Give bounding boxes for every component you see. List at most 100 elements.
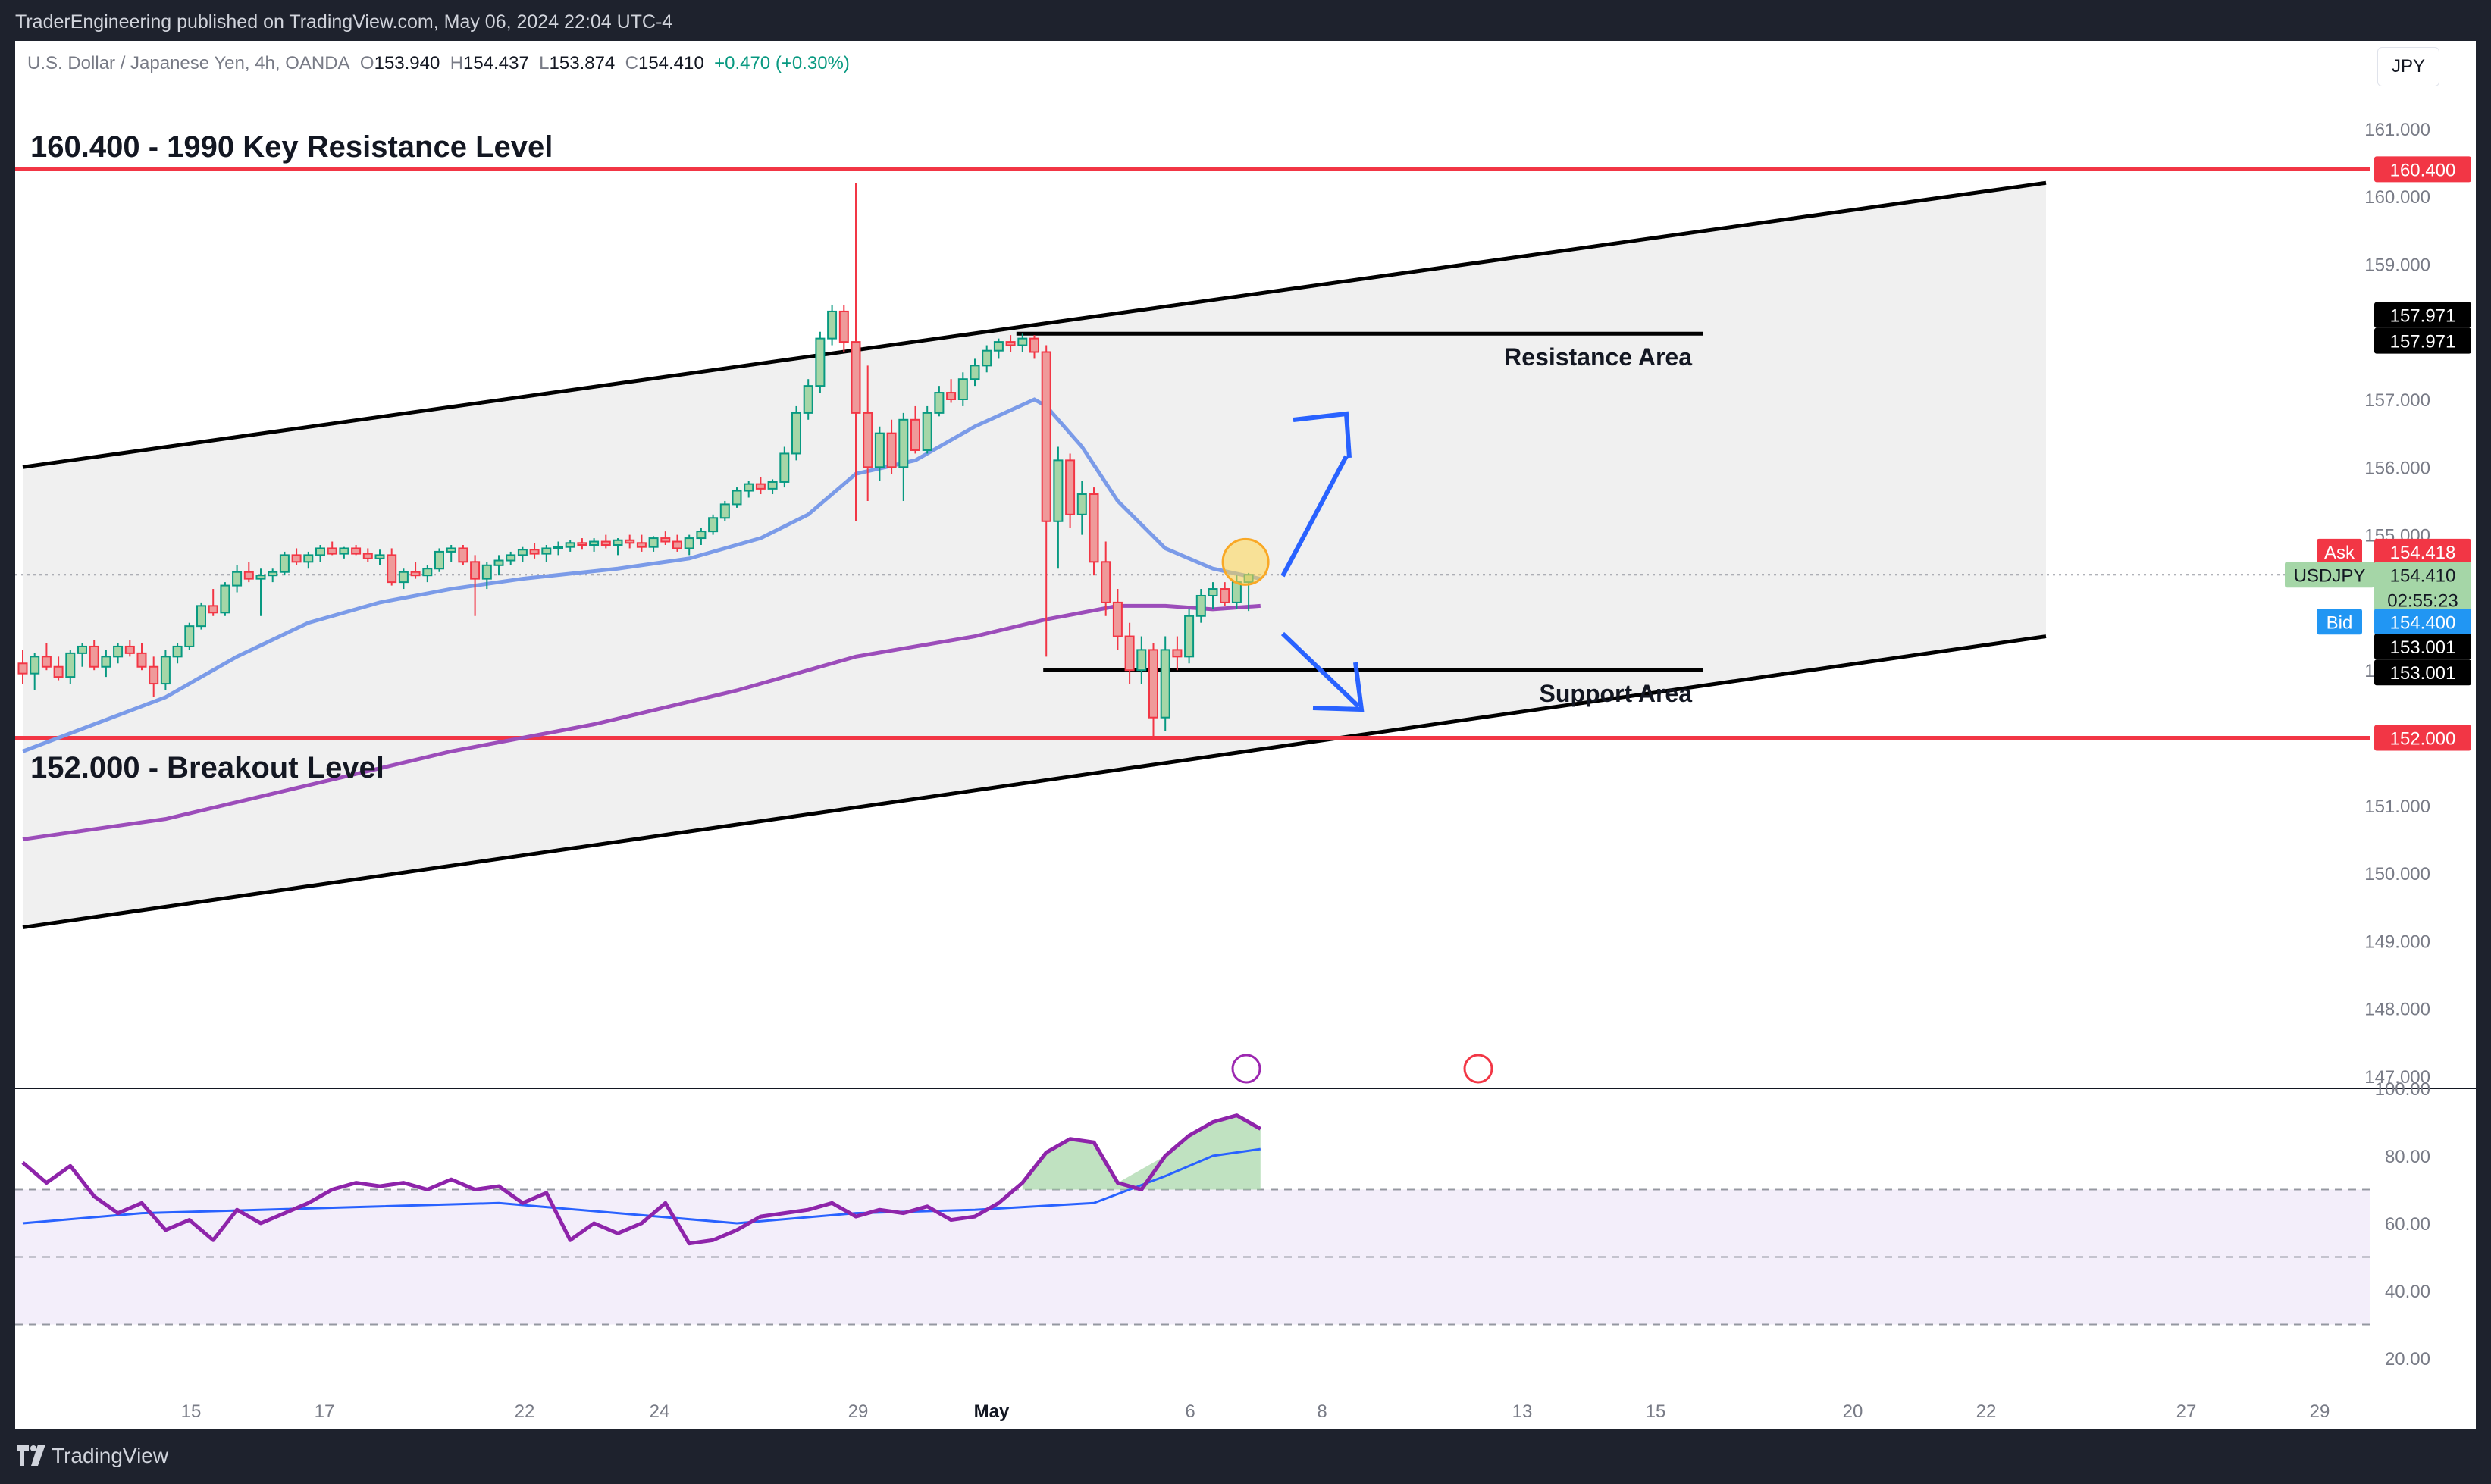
candle-body (101, 656, 111, 668)
range-low-tag-1-bg (2374, 634, 2471, 660)
range-low-tag-1[interactable]: 153.001 (2374, 634, 2471, 660)
price-tick-label: 159.000 (2364, 255, 2430, 275)
rsi-tick-label: 40.00 (2385, 1282, 2430, 1302)
candle (315, 544, 325, 562)
range-low-tag-2[interactable]: 153.001 (2374, 659, 2471, 686)
candle (481, 562, 492, 590)
resistance-area-label: Resistance Area (1504, 343, 1692, 371)
candle-body (874, 432, 885, 468)
symbol-tag-bg (2285, 562, 2374, 588)
candle (529, 543, 540, 559)
ask-price-tag[interactable]: 154.418 (2374, 538, 2471, 565)
candle-body (732, 490, 742, 506)
chart-canvas[interactable]: 160.400 - 1990 Key Resistance Level 152.0… (15, 41, 2476, 1429)
candle-body (481, 564, 492, 580)
candle-body (268, 571, 278, 577)
candle-body (113, 645, 124, 658)
bid-price-tag-bg (2374, 609, 2471, 635)
rsi-ma-line (22, 1147, 1261, 1225)
ask-price-tag-bg (2374, 538, 2471, 565)
range-high-tag-2[interactable]: 157.971 (2374, 327, 2471, 354)
legend-open: 153.940 (374, 53, 440, 74)
candle-body (565, 542, 575, 548)
legend-symbol: U.S. Dollar / Japanese Yen, 4h, OANDA (27, 53, 350, 74)
earnings-event-icon[interactable] (1231, 1054, 1261, 1084)
bid-label-tag-text: Bid (2326, 612, 2353, 633)
range-high-tag-1[interactable]: 157.971 (2374, 302, 2471, 328)
last-price-tag-bg (2374, 562, 2471, 614)
symbol-tag[interactable]: USDJPY (2285, 562, 2374, 588)
legend-close: 154.410 (638, 53, 704, 74)
time-tick-label: May (974, 1401, 1010, 1422)
candle-body (434, 550, 444, 570)
candle (196, 602, 206, 630)
bid-price-tag[interactable]: 154.400 (2374, 609, 2471, 635)
candle-body (696, 531, 707, 540)
tradingview-logo-icon (17, 1445, 45, 1466)
ask-label-tag[interactable]: Ask (2317, 538, 2362, 565)
candle-body (303, 554, 314, 563)
candle-body (1160, 649, 1170, 719)
candle-body (1112, 601, 1123, 637)
candle-body (589, 540, 600, 546)
bid-label-tag[interactable]: Bid (2317, 609, 2362, 635)
last-price-tag[interactable]: 154.410 02:55:23 (2374, 562, 2471, 614)
candle (243, 562, 254, 583)
candle-body (625, 539, 635, 544)
candle-body (982, 349, 992, 367)
time-tick-label: 27 (2176, 1401, 2197, 1422)
rsi-line (21, 1113, 1262, 1246)
range-high-tag-2-text: 157.971 (2390, 332, 2456, 352)
candle-body (517, 549, 528, 556)
candle-body (1231, 581, 1242, 603)
time-tick-label: 29 (848, 1401, 869, 1422)
resistance-price-tag-bg (2374, 156, 2471, 183)
ask-price-tag-text: 154.418 (2390, 543, 2456, 563)
candle-body (863, 412, 873, 468)
range-low-tag-1-text: 153.001 (2390, 637, 2456, 658)
candle-body (315, 547, 325, 556)
key-resistance-label: 160.400 - 1990 Key Resistance Level (30, 130, 553, 164)
candle-body (957, 378, 968, 400)
rsi-tick-label: 60.00 (2385, 1214, 2430, 1235)
resistance-price-tag[interactable]: 160.400 (2374, 156, 2471, 183)
candle (541, 544, 552, 562)
candle (577, 538, 588, 550)
candle (255, 568, 266, 616)
candle-body (172, 645, 183, 658)
range-low-tag-2-text: 153.001 (2390, 663, 2456, 684)
candle (910, 405, 920, 454)
candle-body (184, 625, 195, 647)
candle-body (243, 571, 254, 580)
ask-label-tag-bg (2317, 538, 2362, 565)
rsi-tick-label: 80.00 (2385, 1147, 2430, 1167)
candle (934, 386, 945, 417)
time-tick-label: 13 (1512, 1401, 1533, 1422)
candle-body (410, 571, 421, 577)
candle (149, 656, 159, 697)
us-economic-event-icon[interactable] (1463, 1054, 1493, 1084)
candle-body (613, 539, 623, 546)
candle (719, 500, 730, 521)
candle-body (1148, 649, 1158, 719)
range-high-tag-1-text: 157.971 (2390, 306, 2456, 327)
candle (1148, 643, 1158, 738)
currency-button[interactable]: JPY (2377, 47, 2439, 86)
range-high-tag-2-bg (2374, 327, 2471, 354)
candle-body (387, 554, 397, 584)
breakout-price-tag[interactable]: 152.000 (2374, 725, 2471, 751)
candle-body (160, 656, 171, 685)
candle (434, 548, 444, 572)
candle-body (1041, 351, 1051, 522)
candle-body (791, 412, 801, 455)
last-price-marker (1221, 537, 1270, 586)
candle (874, 426, 885, 481)
candle-body (470, 561, 481, 580)
candle (922, 405, 932, 454)
chart-area[interactable]: 160.400 - 1990 Key Resistance Level 152.0… (15, 41, 2476, 1429)
time-tick-label: 8 (1317, 1401, 1327, 1422)
candle (124, 640, 135, 657)
candle (755, 477, 766, 495)
candle-body (803, 385, 813, 414)
legend-high-label: H (450, 53, 464, 74)
